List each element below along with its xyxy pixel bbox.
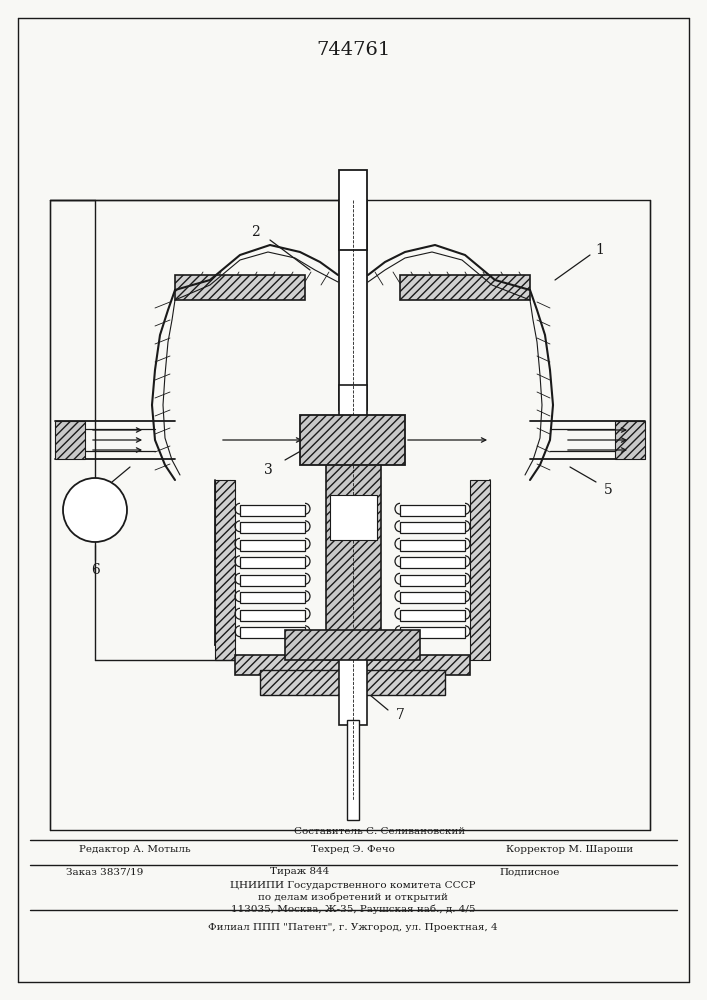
Bar [240,540,305,550]
Bar [400,557,465,568]
Bar [240,505,305,516]
Bar [339,200,367,410]
Bar [339,170,367,250]
Bar [215,480,235,660]
Bar [470,480,490,660]
Bar [240,610,305,620]
Text: Заказ 3837/19: Заказ 3837/19 [66,867,144,876]
Text: 113035, Москва, Ж-35, Раушская наб., д. 4/5: 113035, Москва, Ж-35, Раушская наб., д. … [230,904,475,914]
Bar [400,575,465,585]
Bar [285,630,420,660]
Bar [400,505,465,516]
Bar [240,575,305,585]
Text: 5: 5 [604,483,612,497]
Bar [347,720,359,820]
Bar [175,275,305,300]
Text: 6: 6 [90,563,100,577]
Bar [400,540,465,550]
Bar [339,385,367,465]
Bar [400,275,530,300]
Text: 2: 2 [250,225,259,239]
Text: Техред Э. Фечо: Техред Э. Фечо [311,846,395,854]
Bar [400,522,465,533]
Text: 3: 3 [264,463,272,477]
Bar [339,655,367,725]
Text: 7: 7 [395,708,404,722]
Bar [240,592,305,603]
Text: ЦНИИПИ Государственного комитета СССР: ЦНИИПИ Государственного комитета СССР [230,880,476,890]
Bar [325,430,380,660]
Text: 4: 4 [95,483,105,497]
Text: Корректор М. Шароши: Корректор М. Шароши [506,846,633,854]
Text: Тираж 844: Тираж 844 [270,867,329,876]
Bar [615,421,645,459]
Bar [235,655,470,675]
Bar [55,421,85,459]
Bar [400,627,465,638]
Text: Подписное: Подписное [500,867,560,876]
Bar [240,557,305,568]
Text: Составитель С. Селивановский: Составитель С. Селивановский [294,828,466,836]
Bar [400,592,465,603]
Text: по делам изобретений и открытий: по делам изобретений и открытий [258,892,448,902]
Bar [300,415,405,465]
Bar [240,627,305,638]
Bar [240,522,305,533]
Text: Редактор А. Мотыль: Редактор А. Мотыль [79,846,191,854]
Text: 744761: 744761 [316,41,390,59]
Bar [329,495,377,540]
Text: 1: 1 [595,243,604,257]
Bar [400,610,465,620]
Text: Филиал ППП "Патент", г. Ужгород, ул. Проектная, 4: Филиал ППП "Патент", г. Ужгород, ул. Про… [208,924,498,932]
Text: ~: ~ [86,499,105,521]
Circle shape [63,478,127,542]
Text: б: б [349,403,357,417]
Bar [260,670,445,695]
